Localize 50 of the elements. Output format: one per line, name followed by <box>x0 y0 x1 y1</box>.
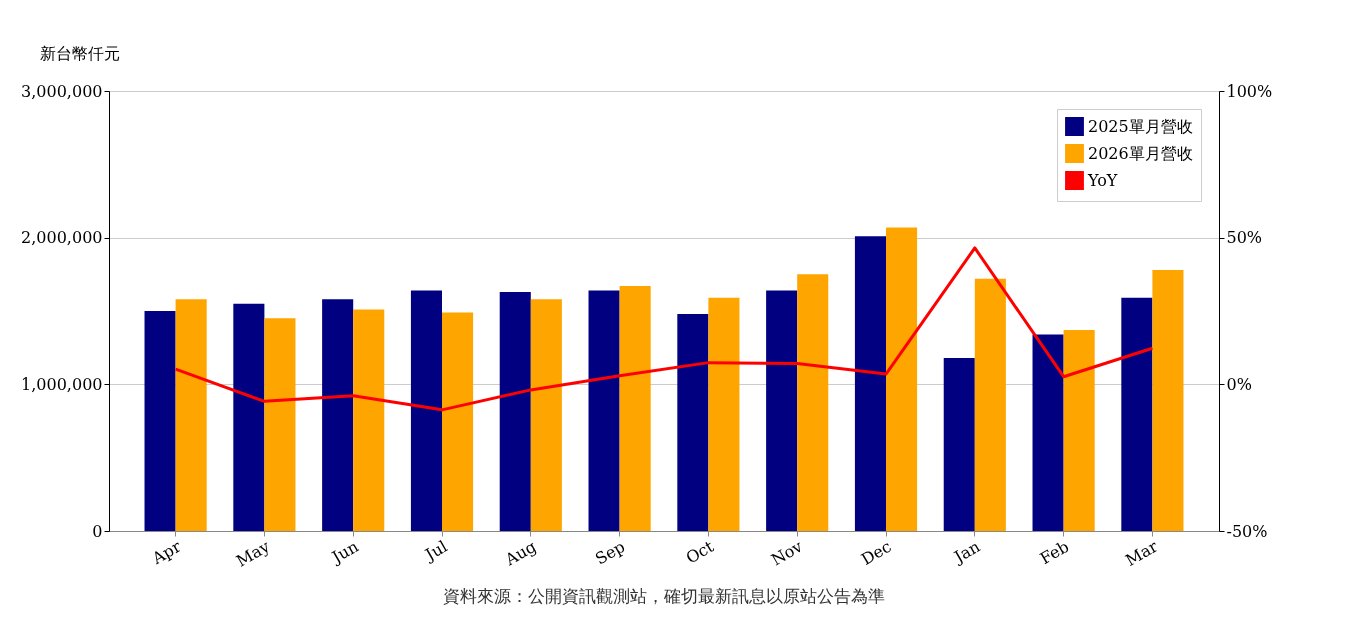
y2-tick-label: 0% <box>1226 374 1252 394</box>
y-tick-label: 0 <box>92 521 103 541</box>
x-tick-label: Jan <box>949 536 984 568</box>
bar <box>974 278 1006 531</box>
bar <box>1152 269 1184 531</box>
legend-label: YoY <box>1087 170 1118 190</box>
bar <box>144 311 176 531</box>
bar <box>264 318 296 531</box>
bar <box>175 299 207 531</box>
line-series <box>174 246 1154 412</box>
bar <box>708 297 740 531</box>
bar <box>233 303 265 531</box>
y-axis-title: 新台幣仟元 <box>39 43 120 63</box>
bar <box>1032 334 1064 531</box>
bar <box>499 291 531 531</box>
bar <box>943 357 975 531</box>
bar <box>797 274 829 531</box>
x-tick-label: May <box>233 536 273 571</box>
y-tick-label: 1,000,000 <box>21 374 103 394</box>
x-tick-label: Dec <box>857 536 895 569</box>
bar <box>886 227 918 531</box>
bar <box>322 299 354 531</box>
bar <box>588 290 620 531</box>
x-tick-label: Apr <box>148 536 185 569</box>
x-tick-label: Oct <box>682 536 718 568</box>
bar <box>1121 297 1153 531</box>
y2-tick-label: 50% <box>1226 228 1263 248</box>
bar <box>410 290 442 531</box>
bar <box>1063 330 1095 531</box>
bar <box>353 309 385 531</box>
y-tick-label: 3,000,000 <box>21 81 103 101</box>
bar <box>442 312 474 531</box>
x-tick-label: Mar <box>1122 536 1162 571</box>
x-tick-label: Sep <box>592 536 629 569</box>
bar <box>766 290 798 531</box>
x-tick-label: Feb <box>1036 536 1073 569</box>
legend-label: 2025單月營收 <box>1088 116 1193 136</box>
legend-label: 2026單月營收 <box>1088 143 1193 163</box>
x-tick-label: Aug <box>501 536 540 570</box>
bar <box>530 299 562 531</box>
bar <box>619 286 651 531</box>
bar <box>677 313 709 531</box>
source-note: 資料來源：公開資訊觀測站，確切最新訊息以原站公告為準 <box>443 586 885 607</box>
y2-tick-label: -50% <box>1226 521 1268 541</box>
y-tick-label: 2,000,000 <box>21 228 103 248</box>
x-tick-label: Jul <box>420 536 451 566</box>
x-tick-label: Jun <box>327 536 362 568</box>
x-tick-label: Nov <box>767 536 806 570</box>
bar <box>854 236 886 531</box>
y2-tick-label: 100% <box>1226 81 1273 101</box>
